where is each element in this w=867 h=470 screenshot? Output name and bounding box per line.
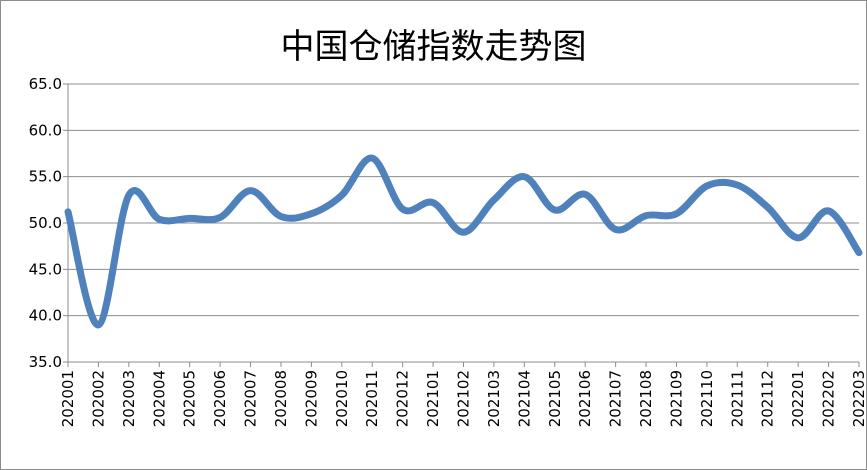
x-tick-label-4: 202005 [181,370,199,427]
y-tick-label-4: 55.0 [29,168,62,186]
y-tick-label-5: 60.0 [29,121,62,139]
x-axis-tick-labels: 202001 202002 202003 202004 202005 202006 2020… [59,370,866,427]
series-line-0 [64,154,863,329]
y-tick-label-6: 65.0 [29,75,62,93]
x-tick-label-16: 202105 [546,370,564,427]
y-tick-label-0: 35.0 [29,353,62,371]
y-tick-label-1: 40.0 [29,307,62,325]
gridlines [68,83,859,363]
y-axis-tick-labels: 35.0 40.0 45.0 50.0 55.0 60.0 65.0 [29,75,62,371]
x-tick-label-9: 202010 [333,370,351,427]
x-tick-label-11: 202012 [394,370,412,427]
x-tick-label-7: 202008 [272,370,290,427]
x-tick-label-0: 202001 [59,370,77,427]
x-tick-label-2: 202003 [120,370,138,427]
x-tick-label-17: 202106 [576,370,594,427]
x-tick-label-3: 202004 [150,370,168,427]
x-tick-label-20: 202109 [667,370,685,427]
y-tick-label-3: 50.0 [29,214,62,232]
x-tick-label-19: 202108 [637,370,655,427]
x-tick-label-15: 202104 [515,370,533,427]
x-tick-label-23: 202112 [759,370,777,427]
series-layer [64,154,863,329]
x-tick-label-5: 202006 [211,370,229,427]
x-tick-label-1: 202002 [89,370,107,427]
chart-title: 中国仓储指数走势图 [280,27,587,67]
x-tick-label-13: 202102 [455,370,473,427]
x-tick-label-14: 202103 [485,370,503,427]
x-tick-label-6: 202007 [242,370,260,427]
x-tick-label-21: 202110 [698,370,716,427]
y-tick-label-2: 45.0 [29,260,62,278]
x-tick-label-22: 202111 [728,370,746,427]
axes [63,83,860,367]
x-tick-label-26: 202203 [850,370,866,427]
x-tick-label-8: 202009 [302,370,320,427]
x-tick-label-12: 202101 [424,370,442,427]
x-tick-label-18: 202107 [607,370,625,427]
x-tick-label-10: 202011 [363,370,381,427]
x-tick-label-25: 202202 [820,370,838,427]
x-tick-label-24: 202201 [789,370,807,427]
